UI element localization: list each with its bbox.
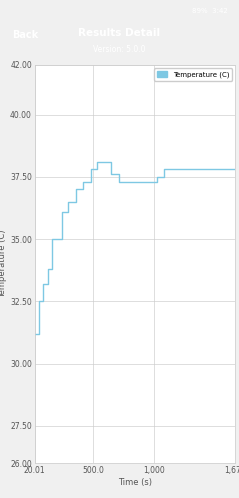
Y-axis label: Temperature (C): Temperature (C) (0, 230, 7, 298)
Text: Back: Back (12, 30, 38, 40)
Legend: Temperature (C): Temperature (C) (154, 68, 232, 81)
Text: 89%  3:42: 89% 3:42 (192, 8, 228, 14)
X-axis label: Time (s): Time (s) (118, 478, 152, 487)
Text: Results Detail: Results Detail (78, 28, 161, 38)
Text: Version: 5.0.0: Version: 5.0.0 (93, 45, 146, 54)
